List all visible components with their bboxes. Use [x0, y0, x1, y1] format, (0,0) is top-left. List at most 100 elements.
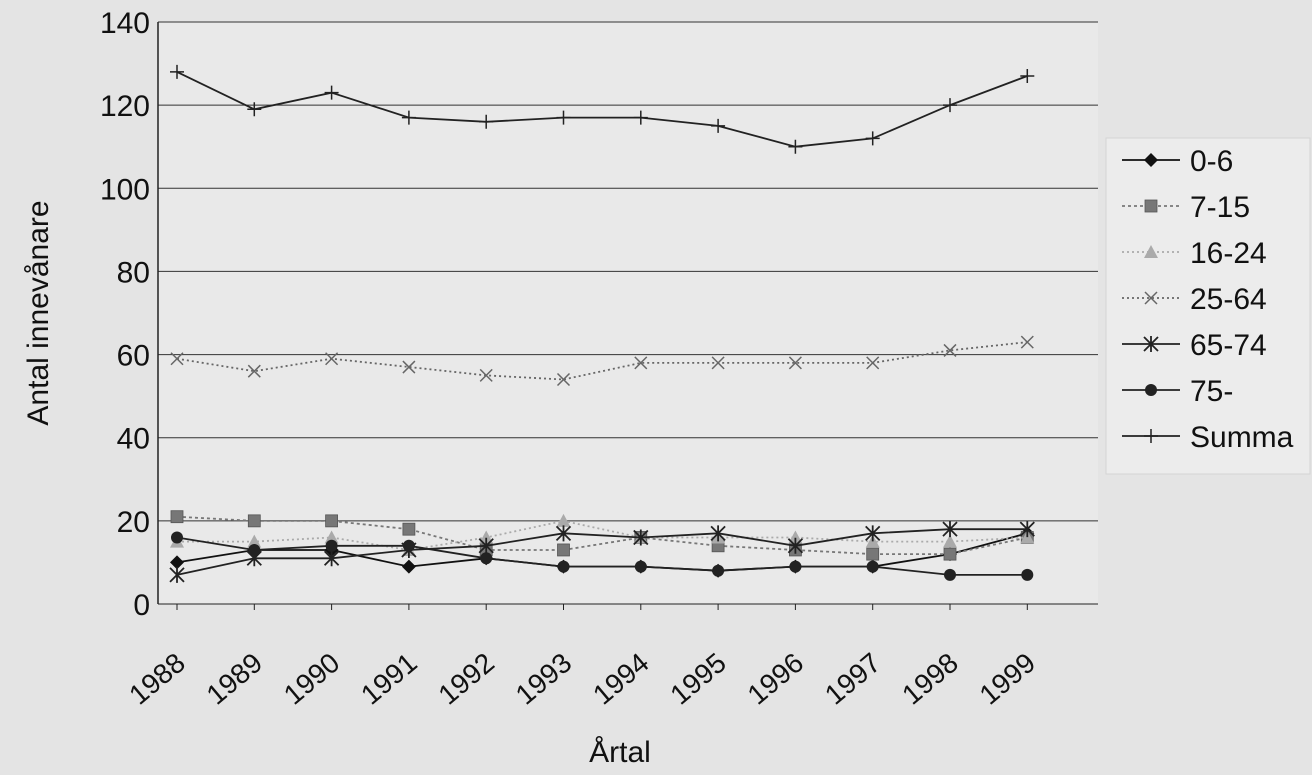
gridlines — [158, 21, 1098, 610]
data-point — [247, 364, 261, 378]
legend-label: 65-74 — [1190, 329, 1267, 362]
data-point — [711, 118, 726, 133]
data-point — [324, 530, 339, 544]
legend-item: 16-24 — [1122, 237, 1267, 270]
data-point — [1019, 521, 1035, 538]
legend-swatch-marker — [1144, 245, 1158, 258]
data-point — [479, 368, 493, 382]
data-point — [1020, 69, 1035, 84]
data-point — [170, 555, 184, 570]
data-point — [865, 131, 880, 146]
data-point — [401, 559, 416, 574]
legend-item: 65-74 — [1122, 329, 1267, 362]
series-summa — [170, 64, 1035, 154]
data-point — [866, 356, 880, 370]
data-point — [323, 550, 340, 567]
y-tick-label: 140 — [100, 7, 150, 40]
y-tick-label: 60 — [117, 340, 150, 373]
data-point — [557, 560, 570, 573]
legend-item: Summa — [1122, 421, 1294, 454]
series-lines — [169, 64, 1035, 583]
data-point — [479, 530, 494, 544]
data-point — [402, 360, 416, 374]
series-line — [176, 528, 1028, 576]
data-point — [787, 537, 804, 554]
series-25-64 — [170, 335, 1034, 387]
data-point — [634, 560, 647, 573]
data-point — [325, 539, 338, 552]
data-point — [247, 514, 261, 528]
legend-label: Summa — [1190, 421, 1294, 454]
legend-label: 25-64 — [1190, 283, 1267, 316]
legend-label: 75- — [1190, 375, 1233, 408]
data-point — [944, 568, 956, 581]
y-tick-label: 120 — [100, 90, 150, 123]
y-tick-label: 100 — [100, 173, 150, 206]
data-point — [865, 525, 881, 542]
series-line — [176, 515, 1028, 555]
legend-swatch-marker — [1144, 153, 1158, 167]
data-point — [943, 98, 957, 113]
data-point — [711, 356, 725, 370]
series-line — [177, 519, 1028, 551]
x-axis-title: Årtal — [589, 736, 651, 769]
legend-swatch-marker — [1144, 429, 1158, 443]
data-point — [170, 510, 184, 524]
y-tick-label: 40 — [117, 423, 150, 456]
data-point — [478, 537, 494, 554]
legend-swatch-marker — [1143, 336, 1159, 352]
series-75 — [171, 531, 1034, 581]
data-point — [479, 114, 494, 129]
data-point — [556, 513, 571, 527]
data-point — [788, 356, 802, 370]
y-tick-label: 80 — [117, 256, 150, 289]
data-point — [401, 110, 416, 125]
data-point — [789, 560, 802, 573]
legend-swatch-marker — [1144, 291, 1158, 305]
plot-area — [158, 22, 1098, 604]
legend-swatch-marker — [1145, 384, 1157, 396]
series-line — [176, 71, 1028, 148]
data-point — [633, 529, 649, 546]
legend-item: 0-6 — [1122, 145, 1233, 178]
data-point — [170, 352, 184, 366]
legend-label: 7-15 — [1190, 191, 1250, 224]
data-point — [324, 85, 339, 100]
data-point — [557, 543, 570, 557]
data-point — [943, 534, 957, 548]
legend-swatch-marker — [1144, 199, 1158, 213]
data-point — [247, 534, 262, 548]
data-point — [325, 352, 339, 366]
legend-label: 0-6 — [1190, 145, 1233, 178]
data-point — [480, 552, 493, 565]
data-point — [788, 139, 803, 154]
data-point — [402, 522, 416, 536]
y-tick-label: 0 — [133, 589, 150, 622]
data-point — [942, 521, 958, 538]
data-point — [866, 560, 879, 573]
data-point — [1020, 335, 1034, 349]
data-point — [402, 539, 415, 552]
y-axis-title: Antal innevånare — [22, 200, 55, 425]
legend: 0-6 7-15 16-24 25-64 65-74 75- Summa — [1105, 137, 1311, 475]
data-point — [712, 564, 725, 577]
data-point — [788, 530, 803, 544]
data-point — [943, 343, 957, 357]
legend-item: 25-64 — [1122, 283, 1267, 316]
data-point — [1021, 568, 1034, 581]
data-point — [555, 525, 572, 542]
data-point — [556, 372, 571, 387]
y-tick-labels: 0 20 40 60 80 100 120 140 — [100, 7, 150, 622]
data-point — [633, 110, 648, 125]
data-point — [248, 543, 261, 556]
y-tick-label: 20 — [117, 506, 150, 539]
data-point — [634, 356, 648, 370]
legend-label: 16-24 — [1190, 237, 1267, 270]
data-point — [943, 547, 957, 561]
data-point — [866, 547, 880, 561]
legend-item: 75- — [1122, 375, 1233, 408]
data-point — [171, 531, 183, 544]
data-point — [170, 64, 184, 79]
